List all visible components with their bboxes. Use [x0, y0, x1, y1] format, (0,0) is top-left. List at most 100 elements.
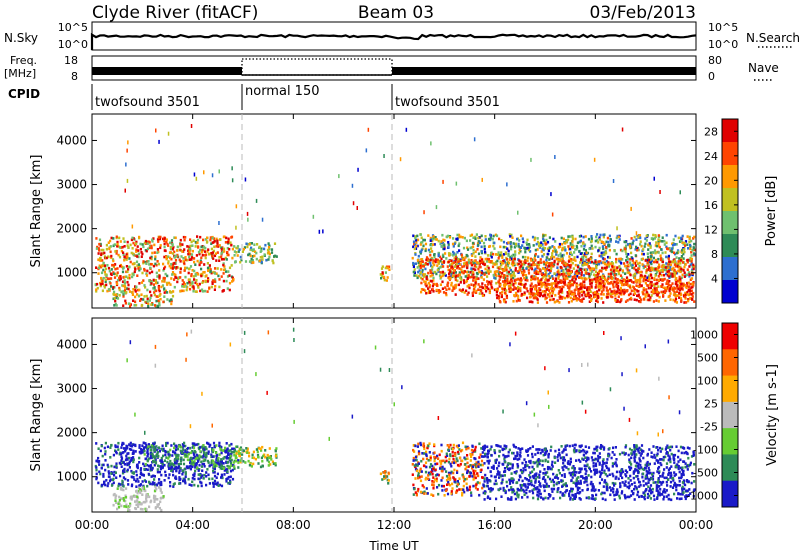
- scatter-cell: [678, 240, 682, 243]
- scatter-cell: [104, 267, 108, 271]
- scatter-cell: [474, 255, 477, 258]
- scatter-cell: [200, 245, 203, 249]
- scatter-cell: [118, 288, 121, 292]
- scatter-cell: [106, 289, 109, 293]
- scatter-cell: [590, 297, 593, 301]
- scatter-cell: [487, 237, 491, 241]
- scatter-cell: [445, 257, 448, 260]
- scatter-cell: [142, 446, 145, 449]
- scatter-cell: [192, 239, 195, 242]
- scatter-cell: [454, 278, 457, 282]
- scatter-cell: [246, 211, 249, 216]
- scatter-cell: [99, 244, 102, 247]
- scatter-cell: [274, 449, 277, 453]
- scatter-cell: [223, 469, 226, 472]
- scatter-cell: [684, 263, 687, 266]
- scatter-cell: [590, 244, 593, 248]
- scatter-cell: [547, 293, 550, 296]
- scatter-cell: [419, 233, 422, 236]
- scatter-cell: [476, 248, 479, 251]
- scatter-cell: [566, 263, 569, 266]
- scatter-cell: [208, 445, 211, 448]
- scatter-cell: [650, 280, 653, 284]
- scatter-cell: [571, 261, 574, 265]
- scatter-cell: [143, 464, 146, 468]
- scatter-cell: [500, 263, 503, 267]
- scatter-cell: [138, 294, 141, 298]
- scatter-cell: [423, 238, 426, 242]
- scatter-cell: [182, 448, 185, 451]
- scatter-cell: [126, 178, 129, 183]
- scatter-cell: [490, 280, 493, 283]
- scatter-cell: [632, 274, 635, 277]
- scatter-cell: [452, 269, 455, 272]
- scatter-cell: [244, 260, 248, 263]
- scatter-cell: [536, 298, 539, 301]
- scatter-cell: [634, 280, 638, 283]
- scatter-cell: [213, 474, 217, 478]
- scatter-cell: [143, 284, 146, 287]
- scatter-cell: [230, 453, 233, 456]
- scatter-cell: [537, 279, 540, 283]
- scatter-cell: [131, 275, 134, 279]
- scatter-cell: [143, 241, 146, 245]
- scatter-cell: [177, 454, 180, 457]
- scatter-cell: [649, 244, 652, 248]
- scatter-cell: [432, 271, 435, 274]
- scatter-cell: [501, 254, 504, 257]
- scatter-cell: [166, 441, 169, 445]
- scatter-cell: [470, 233, 474, 237]
- scatter-cell: [692, 252, 695, 255]
- scatter-cell: [98, 264, 101, 268]
- scatter-cell: [472, 236, 475, 239]
- scatter-cell: [493, 241, 496, 245]
- scatter-cell: [479, 453, 482, 456]
- scatter-cell: [153, 291, 156, 294]
- scatter-cell: [145, 249, 148, 253]
- scatter-cell: [135, 240, 138, 244]
- scatter-cell: [539, 246, 542, 249]
- scatter-cell: [499, 291, 502, 295]
- scatter-cell: [153, 475, 156, 478]
- scatter-cell: [571, 240, 574, 243]
- scatter-cell: [689, 292, 692, 296]
- scatter-cell: [542, 273, 545, 277]
- scatter-cell: [383, 477, 386, 480]
- colorbar-segment: [722, 211, 738, 235]
- scatter-cell: [206, 266, 210, 270]
- scatter-cell: [126, 479, 130, 482]
- nave-tick-low: 0: [708, 70, 715, 83]
- scatter-cell: [187, 446, 190, 450]
- scatter-cell: [116, 282, 119, 286]
- scatter-cell: [225, 457, 228, 460]
- scatter-cell: [477, 267, 480, 271]
- scatter-cell: [231, 447, 234, 451]
- scatter-cell: [194, 273, 197, 276]
- scatter-cell: [184, 475, 187, 479]
- scatter-cell: [657, 300, 660, 303]
- scatter-cell: [617, 235, 620, 239]
- scatter-cell: [634, 264, 638, 267]
- scatter-cell: [480, 274, 483, 277]
- scatter-cell: [598, 276, 601, 280]
- scatter-cell: [542, 237, 545, 241]
- scatter-cell: [518, 268, 521, 272]
- scatter-cell: [115, 462, 118, 465]
- scatter-cell: [505, 268, 508, 272]
- scatter-cell: [441, 287, 444, 290]
- scatter-cell: [127, 140, 129, 145]
- scatter-cell: [193, 269, 196, 273]
- scatter-cell: [95, 468, 98, 472]
- scatter-cell: [545, 238, 548, 242]
- scatter-cell: [581, 261, 584, 264]
- scatter-cell: [176, 459, 179, 462]
- scatter-cell: [200, 460, 203, 464]
- scatter-cell: [152, 459, 155, 463]
- scatter-cell: [212, 485, 215, 488]
- scatter-cell: [120, 457, 124, 460]
- scatter-cell: [463, 270, 467, 273]
- scatter-cell: [206, 262, 209, 265]
- scatter-cell: [163, 239, 166, 243]
- scatter-cell: [132, 443, 135, 446]
- scatter-cell: [109, 239, 112, 243]
